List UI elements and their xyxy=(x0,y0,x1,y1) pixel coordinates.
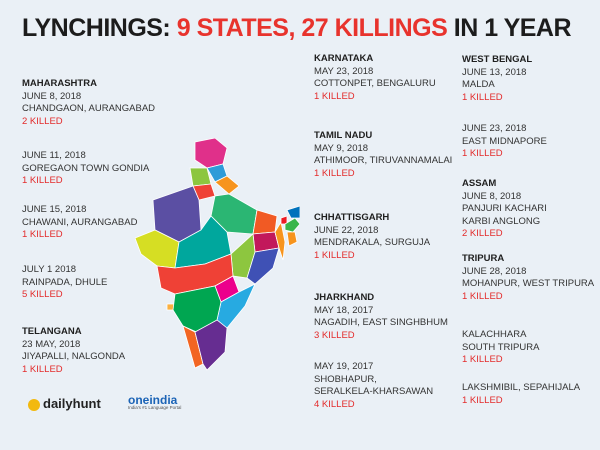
entry-jharkhand-1: JHARKHAND MAY 18, 2017 NAGADIH, EAST SIN… xyxy=(314,292,448,342)
entry-place: JIYAPALLI, NALGONDA xyxy=(22,351,126,362)
entry-jharkhand-2: MAY 19, 2017 SHOBHAPUR, SERALKELA-KHARSA… xyxy=(314,361,433,411)
title-highlight: 9 STATES, 27 KILLINGS xyxy=(176,14,448,42)
entry-date: JUNE 22, 2018 xyxy=(314,224,379,236)
entry-place: ATHIMOOR, TIRUVANNAMALAI xyxy=(314,155,453,166)
entry-date: JUNE 15, 2018 xyxy=(22,204,87,215)
entry-place: CHAWANI, AURANGABAD xyxy=(22,216,138,228)
entry-place: KALACHHARA xyxy=(462,329,527,340)
killed-count: 4 KILLED xyxy=(314,398,355,410)
killed-count: 1 KILLED xyxy=(462,290,503,302)
state-name: TAMIL NADU xyxy=(314,130,373,141)
dailyhunt-logo-icon xyxy=(28,398,40,411)
killed-count: 1 KILLED xyxy=(314,90,355,102)
entry-maharashtra-4: JULY 1 2018 RAINPADA, DHULE 5 KILLED xyxy=(22,264,107,302)
entry-place: NAGADIH, EAST SINGHBHUM xyxy=(314,317,448,328)
entry-date: JUNE 8, 2018 xyxy=(22,90,82,102)
entry-place: RAINPADA, DHULE xyxy=(22,276,108,288)
entry-place: MOHANPUR, WEST TRIPURA xyxy=(462,278,595,289)
state-name: TRIPURA xyxy=(462,253,505,264)
entry-date: JUNE 13, 2018 xyxy=(462,66,527,78)
map-region-arunachal xyxy=(286,205,300,219)
entry-maharashtra-1: MAHARASHTRA JUNE 8, 2018 CHANDGAON, AURA… xyxy=(22,78,155,128)
killed-count: 5 KILLED xyxy=(22,289,63,300)
entry-west-bengal-1: WEST BENGAL JUNE 13, 2018 MALDA 1 KILLED xyxy=(462,54,532,104)
killed-count: 1 KILLED xyxy=(22,229,63,240)
oneindia-logo: oneindia India's #1 Language Portal xyxy=(128,393,181,410)
entry-date: 23 MAY, 2018 xyxy=(22,338,81,350)
killed-count: 3 KILLED xyxy=(314,329,355,341)
entry-tripura-2: KALACHHARA SOUTH TRIPURA 1 KILLED xyxy=(462,329,539,367)
dailyhunt-logo-text: dailyhunt xyxy=(43,396,101,411)
state-name: MAHARASHTRA xyxy=(22,78,97,89)
entry-tripura-1: TRIPURA JUNE 28, 2018 MOHANPUR, WEST TRI… xyxy=(462,253,594,303)
entry-tamil-nadu: TAMIL NADU MAY 9, 2018 ATHIMOOR, TIRUVAN… xyxy=(314,130,452,180)
entry-place: KARBI ANGLONG xyxy=(462,215,541,227)
entry-date: JULY 1 2018 xyxy=(22,264,77,275)
state-name: WEST BENGAL xyxy=(462,54,533,65)
killed-count: 1 KILLED xyxy=(22,363,63,375)
killed-count: 1 KILLED xyxy=(22,175,63,186)
entry-chhattisgarh: CHHATTISGARH JUNE 22, 2018 MENDRAKALA, S… xyxy=(314,212,430,262)
entry-telangana: TELANGANA 23 MAY, 2018 JIYAPALLI, NALGON… xyxy=(22,326,125,376)
killed-count: 1 KILLED xyxy=(462,394,503,406)
entry-place: MALDA xyxy=(462,79,495,90)
entry-date: JUNE 23, 2018 xyxy=(462,123,527,134)
entry-west-bengal-2: JUNE 23, 2018 EAST MIDNAPORE 1 KILLED xyxy=(462,123,547,161)
entry-place: LAKSHMIBIL, SEPAHIJALA xyxy=(462,382,581,393)
killed-count: 1 KILLED xyxy=(462,91,503,103)
state-name: CHHATTISGARH xyxy=(314,212,390,223)
entry-date: MAY 9, 2018 xyxy=(314,142,369,154)
map-region-assam xyxy=(284,217,300,233)
map-region-punjab xyxy=(189,167,212,187)
entry-date: MAY 18, 2017 xyxy=(314,304,374,316)
entry-assam: ASSAM JUNE 8, 2018 PANJURI KACHARI KARBI… xyxy=(462,178,547,241)
title-prefix: LYNCHINGS: xyxy=(22,14,177,42)
killed-count: 2 KILLED xyxy=(22,115,63,127)
map-region-bihar xyxy=(252,209,278,235)
map-region-jk xyxy=(194,138,228,169)
entry-karnataka: KARNATAKA MAY 23, 2018 COTTONPET, BENGAL… xyxy=(314,53,436,103)
entry-place: SERALKELA-KHARSAWAN xyxy=(314,386,434,397)
entry-tripura-3: LAKSHMIBIL, SEPAHIJALA 1 KILLED xyxy=(462,382,580,407)
entry-maharashtra-2: JUNE 11, 2018 GOREGAON TOWN GONDIA 1 KIL… xyxy=(22,150,149,188)
killed-count: 2 KILLED xyxy=(462,228,503,239)
dailyhunt-logo: dailyhunt xyxy=(28,396,101,411)
killed-count: 1 KILLED xyxy=(314,167,355,179)
map-region-uk xyxy=(214,175,240,195)
killed-count: 1 KILLED xyxy=(314,249,355,261)
state-name: ASSAM xyxy=(462,178,497,189)
entry-place: COTTONPET, BENGALURU xyxy=(314,78,436,89)
entry-place: PANJURI KACHARI xyxy=(462,203,547,214)
state-name: KARNATAKA xyxy=(314,53,374,64)
oneindia-logo-text: oneindia xyxy=(128,393,178,407)
entry-place: MENDRAKALA, SURGUJA xyxy=(314,237,431,248)
entry-date: JUNE 8, 2018 xyxy=(462,190,522,202)
map-region-northeast xyxy=(286,231,298,247)
killed-count: 1 KILLED xyxy=(462,354,503,365)
page-title: LYNCHINGS: 9 STATES, 27 KILLINGS IN 1 YE… xyxy=(22,14,572,43)
oneindia-tagline: India's #1 Language Portal xyxy=(128,405,182,410)
entry-date: JUNE 11, 2018 xyxy=(22,150,86,161)
entry-date: MAY 19, 2017 xyxy=(314,361,374,372)
entry-place: EAST MIDNAPORE xyxy=(462,135,547,147)
state-name: TELANGANA xyxy=(22,326,82,337)
entry-maharashtra-3: JUNE 15, 2018 CHAWANI, AURANGABAD 1 KILL… xyxy=(22,204,137,242)
title-suffix: IN 1 YEAR xyxy=(447,14,572,42)
entry-place: CHANDGAON, AURANGABAD xyxy=(22,103,156,114)
map-region-wb xyxy=(274,220,286,261)
entry-date: MAY 23, 2018 xyxy=(314,65,374,77)
map-region-odisha xyxy=(246,247,280,285)
killed-count: 1 KILLED xyxy=(462,148,503,159)
entry-place: SHOBHAPUR, xyxy=(314,373,377,385)
entry-place: GOREGAON TOWN GONDIA xyxy=(22,162,150,174)
map-region-sikkim xyxy=(280,215,288,225)
entry-place: SOUTH TRIPURA xyxy=(462,341,540,353)
state-name: JHARKHAND xyxy=(314,292,375,303)
map-region-tn xyxy=(194,319,228,371)
entry-date: JUNE 28, 2018 xyxy=(462,265,527,277)
india-map xyxy=(135,138,300,371)
